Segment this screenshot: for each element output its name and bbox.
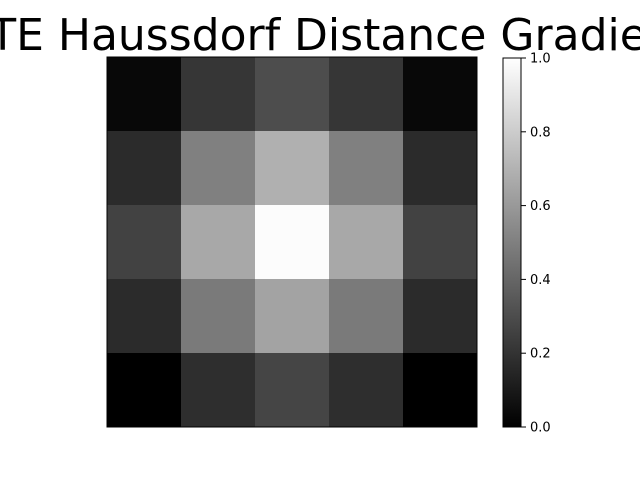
heatmap-grid: [107, 57, 478, 428]
heatmap-cell-r4-c3: [329, 353, 404, 428]
heatmap-cell-r1-c1: [181, 131, 256, 206]
colorbar-axis: 0.0 0.2 0.4 0.6 0.8 1.0: [521, 52, 551, 436]
heatmap-frame: [106, 56, 478, 428]
colorbar-gradient: [503, 58, 521, 427]
colorbar-tick-label: 0.2: [530, 347, 551, 362]
colorbar-tick-label: 0.4: [530, 273, 551, 288]
heatmap-cell-r0-c3: [329, 57, 404, 132]
heatmap-cell-r0-c2: [255, 57, 330, 132]
colorbar-tick-label: 0.0: [530, 421, 551, 436]
colorbar-frame: [502, 57, 522, 428]
heatmap-cell-r0-c0: [107, 57, 182, 132]
heatmap-cell-r3-c1: [181, 279, 256, 354]
heatmap-cell-r1-c4: [403, 131, 478, 206]
heatmap-cell-r4-c2: [255, 353, 330, 428]
colorbar-tick-label: 0.6: [530, 199, 551, 214]
heatmap-cell-r4-c1: [181, 353, 256, 428]
heatmap-cell-r2-c4: [403, 205, 478, 280]
colorbar-tick-label: 0.8: [530, 125, 551, 140]
colorbar-tick-label: 1.0: [530, 52, 551, 67]
heatmap-cell-r1-c0: [107, 131, 182, 206]
heatmap-cell-r3-c3: [329, 279, 404, 354]
heatmap-cell-r4-c4: [403, 353, 478, 428]
chart-title: TE Haussdorf Distance Gradie: [0, 10, 640, 61]
heatmap-cell-r0-c4: [403, 57, 478, 132]
heatmap-cell-r0-c1: [181, 57, 256, 132]
heatmap-cell-r2-c3: [329, 205, 404, 280]
heatmap-cell-r3-c2: [255, 279, 330, 354]
heatmap-cell-r2-c0: [107, 205, 182, 280]
heatmap-cell-r2-c2: [255, 205, 330, 280]
heatmap-cell-r4-c0: [107, 353, 182, 428]
heatmap-cell-r1-c3: [329, 131, 404, 206]
heatmap-cell-r2-c1: [181, 205, 256, 280]
heatmap-cell-r3-c0: [107, 279, 182, 354]
heatmap-cell-r1-c2: [255, 131, 330, 206]
heatmap-cell-r3-c4: [403, 279, 478, 354]
colorbar: 0.0 0.2 0.4 0.6 0.8 1.0: [502, 52, 551, 436]
